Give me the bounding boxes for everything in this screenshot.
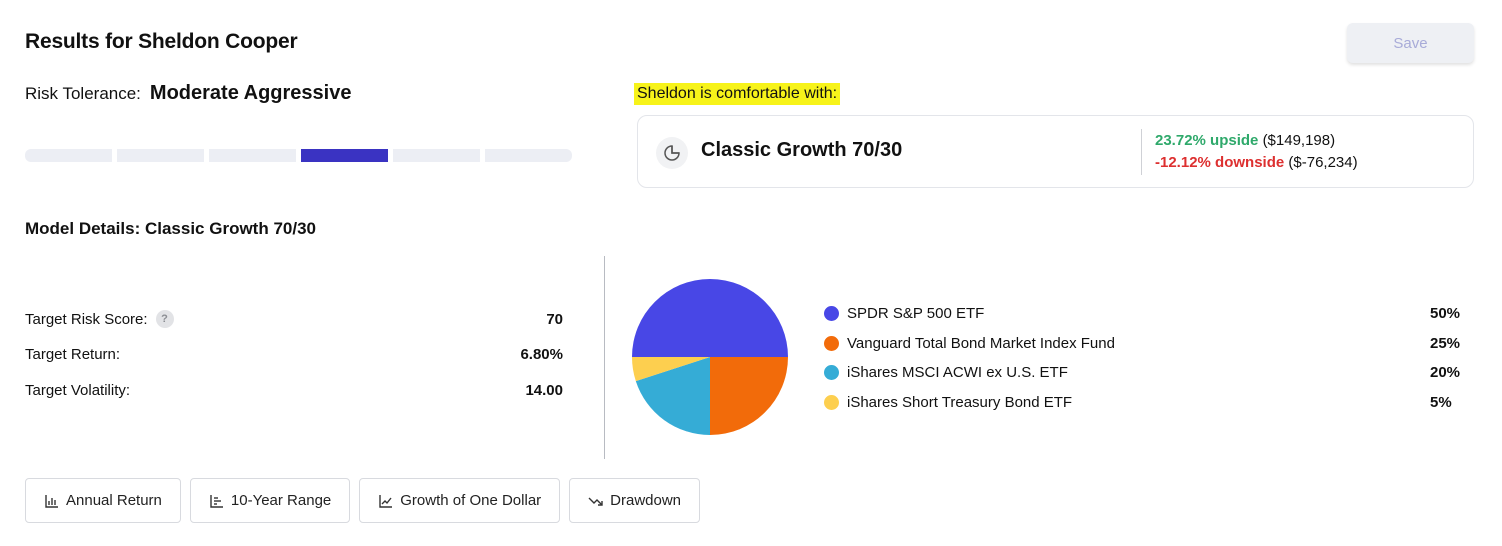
tab-growth-of-one-dollar[interactable]: Growth of One Dollar bbox=[359, 478, 561, 523]
risk-scale bbox=[25, 149, 572, 162]
upside-amount: ($149,198) bbox=[1262, 132, 1336, 149]
section-divider bbox=[604, 256, 605, 459]
risk-tolerance-value: Moderate Aggressive bbox=[149, 82, 352, 104]
metric-row-risk-score: Target Risk Score: ? 70 bbox=[25, 310, 563, 328]
tab-drawdown[interactable]: Drawdown bbox=[569, 478, 701, 523]
pie-slice bbox=[710, 357, 788, 435]
legend-name: SPDR S&P 500 ETF bbox=[847, 305, 985, 323]
legend-swatch bbox=[824, 335, 839, 351]
card-divider bbox=[1141, 129, 1142, 175]
chart-tabs: Annual Return 10-Year Range Growth of On… bbox=[25, 478, 701, 523]
downside-line: -12.12% downside ($-76,234) bbox=[1155, 152, 1358, 174]
risk-scale-segment bbox=[485, 149, 572, 162]
legend-percent: 25% bbox=[1430, 334, 1461, 352]
legend-percent: 5% bbox=[1430, 393, 1452, 411]
tab-label: 10-Year Range bbox=[230, 492, 332, 509]
comfort-note: Sheldon is comfortable with: bbox=[634, 83, 841, 105]
legend-percent: 50% bbox=[1430, 305, 1461, 323]
risk-scale-segment bbox=[301, 149, 388, 162]
legend-name: iShares MSCI ACWI ex U.S. ETF bbox=[847, 364, 1068, 382]
upside-text: 23.72% upside bbox=[1155, 132, 1259, 149]
tab-label: Annual Return bbox=[66, 492, 162, 509]
legend-item: iShares Short Treasury Bond ETF 5% bbox=[824, 388, 1454, 418]
risk-scale-segment bbox=[393, 149, 480, 162]
pie-chart-icon bbox=[656, 137, 688, 169]
bar-chart-icon bbox=[45, 494, 58, 508]
model-card-title: Classic Growth 70/30 bbox=[701, 139, 903, 161]
model-details-heading: Model Details: Classic Growth 70/30 bbox=[25, 219, 316, 238]
legend-item: SPDR S&P 500 ETF 50% bbox=[824, 299, 1461, 329]
metric-value: 6.80% bbox=[520, 346, 563, 363]
model-card-stats: 23.72% upside ($149,198) -12.12% downsid… bbox=[1155, 130, 1358, 174]
page-title: Results for Sheldon Cooper bbox=[25, 30, 298, 53]
metric-label: Target Volatility: bbox=[25, 382, 131, 399]
pie-slice bbox=[635, 357, 710, 435]
legend-swatch bbox=[824, 394, 839, 410]
metric-row-volatility: Target Volatility: 14.00 bbox=[25, 382, 563, 399]
downside-text: -12.12% downside bbox=[1155, 154, 1285, 171]
upside-line: 23.72% upside ($149,198) bbox=[1155, 130, 1358, 152]
risk-tolerance: Risk Tolerance: Moderate Aggressive bbox=[25, 82, 351, 105]
legend-item: Vanguard Total Bond Market Index Fund 25% bbox=[824, 329, 1461, 359]
metric-value: 14.00 bbox=[525, 382, 563, 399]
tab-label: Growth of One Dollar bbox=[400, 492, 542, 509]
downside-amount: ($-76,234) bbox=[1288, 154, 1358, 171]
risk-scale-segment bbox=[117, 149, 204, 162]
save-button[interactable]: Save bbox=[1347, 23, 1474, 63]
legend-swatch bbox=[824, 306, 839, 322]
tab-label: Drawdown bbox=[610, 492, 682, 509]
tab-annual-return[interactable]: Annual Return bbox=[25, 478, 181, 523]
allocation-legend: SPDR S&P 500 ETF 50% Vanguard Total Bond M… bbox=[824, 299, 1461, 418]
help-icon[interactable]: ? bbox=[155, 310, 174, 328]
legend-name: iShares Short Treasury Bond ETF bbox=[847, 393, 1073, 411]
risk-scale-segment bbox=[25, 149, 112, 162]
risk-tolerance-label: Risk Tolerance: bbox=[25, 84, 141, 103]
risk-scale-segment bbox=[209, 149, 296, 162]
range-chart-icon bbox=[210, 494, 223, 508]
legend-percent: 20% bbox=[1430, 364, 1461, 382]
metric-row-return: Target Return: 6.80% bbox=[25, 346, 563, 363]
legend-item: iShares MSCI ACWI ex U.S. ETF 20% bbox=[824, 358, 1461, 388]
pie-slice bbox=[632, 357, 710, 382]
metric-label: Target Risk Score: bbox=[25, 310, 148, 328]
metric-label-group: Target Risk Score: ? bbox=[25, 310, 174, 328]
recommended-model-card: Classic Growth 70/30 23.72% upside ($149… bbox=[637, 115, 1474, 188]
allocation-pie-chart bbox=[632, 279, 788, 435]
legend-name: Vanguard Total Bond Market Index Fund bbox=[847, 334, 1115, 352]
tab-10-year-range[interactable]: 10-Year Range bbox=[189, 478, 351, 523]
legend-swatch bbox=[824, 365, 839, 381]
line-chart-icon bbox=[379, 494, 393, 508]
metric-value: 70 bbox=[546, 310, 563, 328]
pie-slice bbox=[632, 279, 788, 357]
metric-label: Target Return: bbox=[25, 346, 121, 363]
trend-down-icon bbox=[588, 497, 603, 506]
